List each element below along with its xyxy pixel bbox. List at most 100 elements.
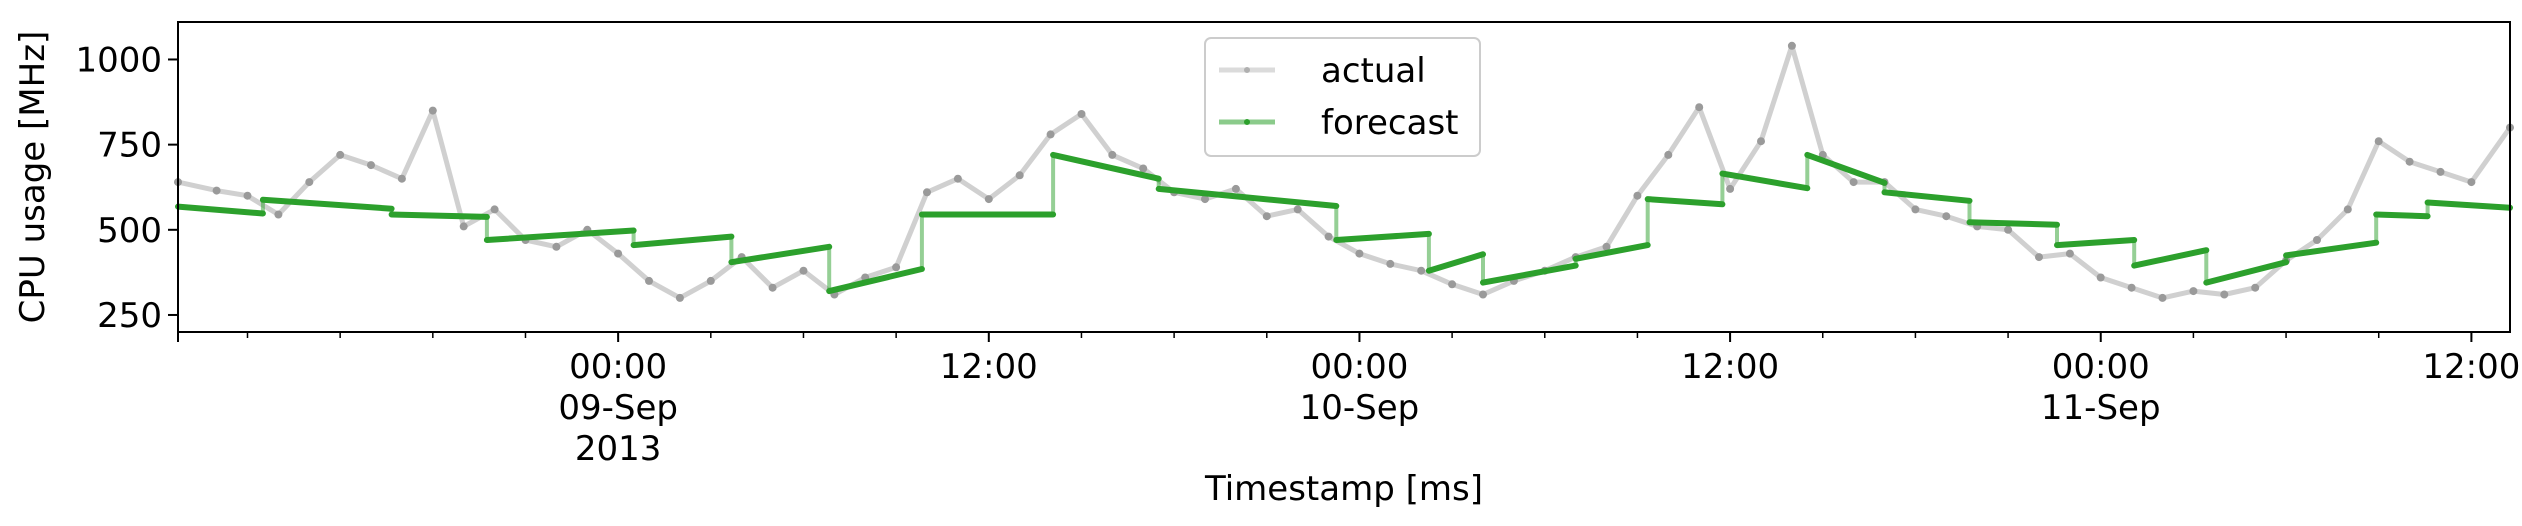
actual-point xyxy=(768,283,777,292)
actual-series-line xyxy=(177,43,2513,301)
plot-frame xyxy=(177,21,2511,333)
x-tick-label: 09-Sep xyxy=(558,388,678,428)
actual-point xyxy=(274,210,283,219)
actual-point xyxy=(1108,150,1117,159)
x-tick-label: 12:00 xyxy=(2422,347,2520,387)
actual-point xyxy=(953,174,962,183)
actual-point xyxy=(1757,137,1765,146)
legend-actual-marker xyxy=(1244,67,1250,73)
actual-point xyxy=(397,174,406,183)
y-tick-label: 1000 xyxy=(75,40,162,80)
actual-point xyxy=(2127,283,2136,292)
forecast-segment xyxy=(2054,237,2138,249)
x-tick-label: 11-Sep xyxy=(2041,388,2161,428)
legend-actual-label: actual xyxy=(1321,51,1426,91)
forecast-segment xyxy=(388,211,490,220)
actual-point xyxy=(2467,178,2476,187)
actual-point xyxy=(1324,232,1333,241)
legend: actual forecast xyxy=(1204,37,1481,157)
forecast-segment xyxy=(1644,196,1726,208)
legend-forecast-marker xyxy=(1244,119,1250,125)
actual-point xyxy=(1602,242,1611,251)
actual-point xyxy=(1417,266,1426,275)
actual-point xyxy=(1448,280,1457,289)
series-layer xyxy=(174,41,2514,302)
forecast-segment xyxy=(2283,239,2380,259)
y-axis: 250 500 750 1000 xyxy=(75,40,178,336)
actual-point xyxy=(706,276,715,285)
actual-point xyxy=(1262,212,1271,221)
actual-point xyxy=(2436,167,2445,176)
actual-point xyxy=(1726,184,1735,193)
forecast-segment xyxy=(259,196,395,212)
actual-point xyxy=(2035,253,2043,262)
actual-point xyxy=(459,222,468,231)
actual-point xyxy=(212,186,221,195)
actual-point xyxy=(1633,191,1642,200)
actual-point xyxy=(305,178,314,187)
actual-point xyxy=(367,161,375,170)
actual-point xyxy=(1787,41,1796,50)
forecast-segment xyxy=(175,203,266,217)
y-axis-label: CPU usage [MHz] xyxy=(13,31,53,324)
forecast-segment xyxy=(1881,189,1973,204)
forecast-segment xyxy=(728,243,833,266)
x-tick-label: 00:00 xyxy=(569,347,667,387)
actual-point xyxy=(892,263,901,272)
x-tick-label: 12:00 xyxy=(1681,347,1779,387)
actual-point xyxy=(1293,205,1302,214)
forecast-segment xyxy=(826,266,925,295)
y-tick-label: 500 xyxy=(97,211,162,251)
actual-point xyxy=(1355,249,1364,258)
x-axis-label: Timestamp [ms] xyxy=(1204,469,1483,509)
actual-point xyxy=(2374,137,2383,146)
actual-point xyxy=(1046,130,1055,139)
actual-point xyxy=(1077,110,1086,118)
actual-point xyxy=(490,205,499,214)
actual-point xyxy=(923,188,931,197)
actual-point xyxy=(1201,195,1209,204)
forecast-segment xyxy=(1425,251,1486,274)
y-tick-label: 250 xyxy=(97,296,162,336)
actual-point xyxy=(2004,225,2013,234)
actual-point xyxy=(2065,249,2074,258)
actual-point xyxy=(2189,287,2198,296)
actual-point xyxy=(2251,283,2260,292)
actual-point xyxy=(1911,205,1920,214)
actual-point xyxy=(614,249,623,258)
actual-point xyxy=(2313,236,2321,244)
forecast-segment xyxy=(1966,219,2060,228)
x-tick-label: 00:00 xyxy=(2052,347,2150,387)
x-tick-label: 12:00 xyxy=(940,347,1038,387)
actual-point xyxy=(1695,103,1704,112)
forecast-segment xyxy=(630,233,735,249)
actual-point xyxy=(1015,171,1024,180)
legend-forecast-label: forecast xyxy=(1321,103,1459,143)
legend-box xyxy=(1204,37,1481,157)
actual-point xyxy=(552,242,561,251)
forecast-segment xyxy=(2203,259,2290,286)
x-tick-label: 00:00 xyxy=(1310,347,1408,387)
forecast-segment xyxy=(483,227,637,243)
actual-point xyxy=(2405,157,2414,166)
forecast-segment xyxy=(1804,151,1888,186)
actual-point xyxy=(2343,205,2352,214)
actual-point xyxy=(675,293,684,302)
actual-point xyxy=(799,266,808,275)
forecast-segment xyxy=(1050,151,1162,182)
forecast-segment xyxy=(1333,230,1432,243)
actual-point xyxy=(2158,293,2167,302)
actual-point xyxy=(984,195,993,204)
forecast-segment xyxy=(1155,185,1340,209)
actual-point xyxy=(2096,273,2105,282)
actual-point xyxy=(1479,290,1487,299)
x-tick-label: 10-Sep xyxy=(1300,388,1420,428)
actual-point xyxy=(1664,150,1673,159)
forecast-segment xyxy=(2373,211,2431,220)
actual-point xyxy=(1942,212,1951,221)
actual-point xyxy=(1386,259,1395,268)
forecast-segment xyxy=(1480,262,1579,286)
actual-point xyxy=(2220,290,2229,299)
actual-point xyxy=(243,191,252,200)
